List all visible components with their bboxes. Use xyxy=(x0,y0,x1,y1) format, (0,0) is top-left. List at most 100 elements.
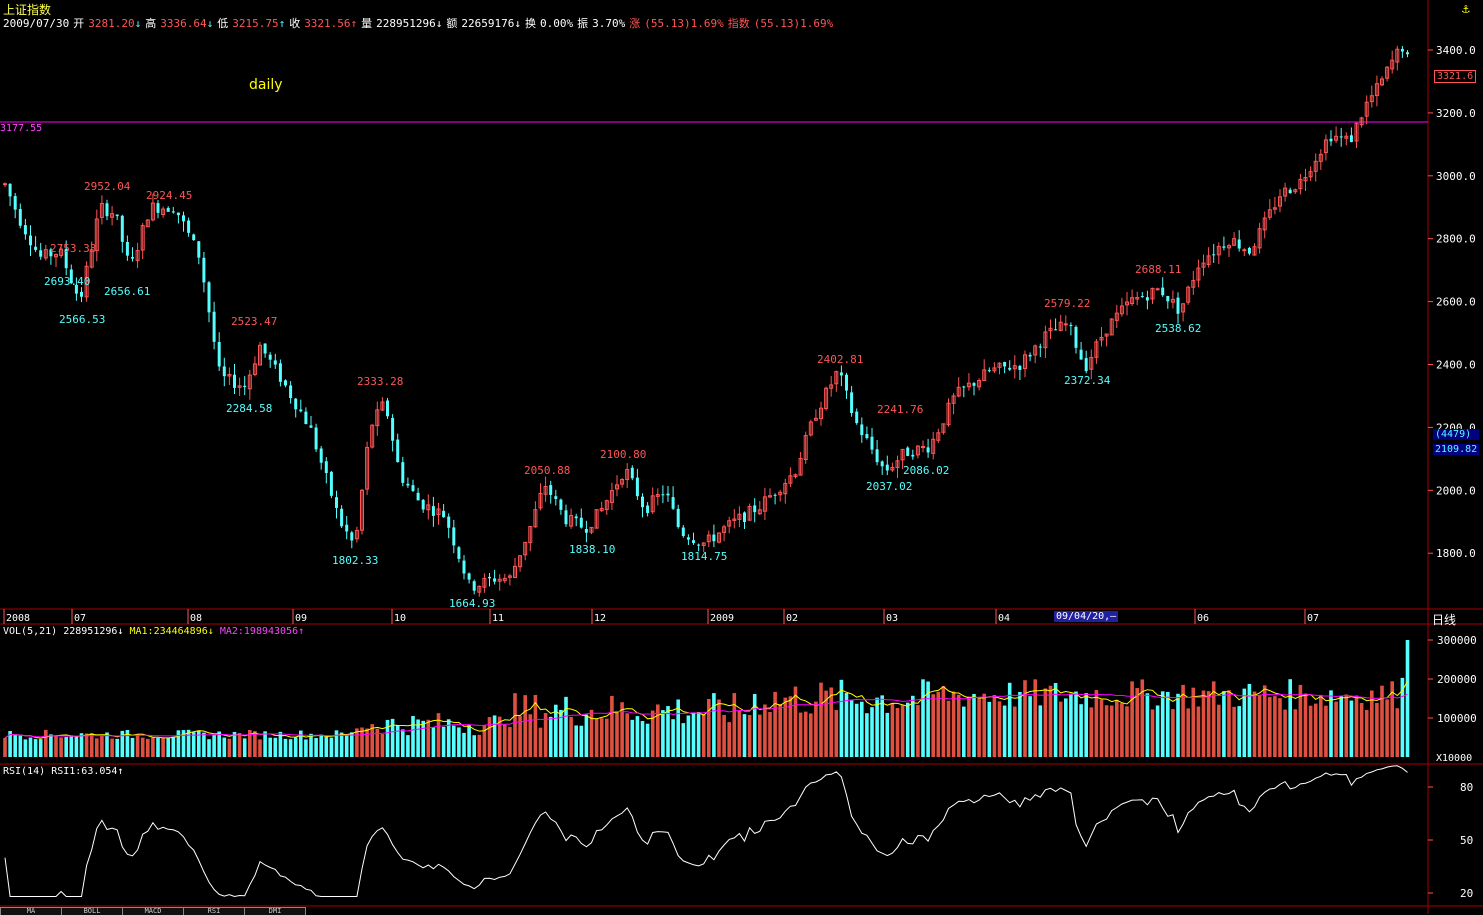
volume-bar xyxy=(1043,688,1048,757)
volume-bar xyxy=(997,701,1002,757)
volume-bar xyxy=(161,737,165,757)
volume-bar xyxy=(1130,681,1134,757)
candle-body-up xyxy=(997,362,1002,368)
candle-body-down xyxy=(630,467,634,479)
candle-body-up xyxy=(1191,280,1196,288)
candle-body-up xyxy=(497,578,502,582)
candle-body-down xyxy=(207,282,211,313)
volume-bar xyxy=(151,737,155,757)
volume-bar xyxy=(1303,693,1308,757)
candle-body-up xyxy=(258,344,262,366)
volume-bar xyxy=(742,714,747,757)
volume-bar xyxy=(508,727,512,757)
volume-bar xyxy=(299,730,303,757)
candle-body-down xyxy=(870,436,874,450)
volume-bar xyxy=(309,733,313,757)
volume-bar xyxy=(1104,705,1109,757)
volume-bar xyxy=(186,729,191,757)
volume-bar xyxy=(44,729,48,757)
high-value: 3336.64 xyxy=(160,17,207,30)
date-axis-label: 08 xyxy=(190,613,202,624)
candle-body-down xyxy=(299,409,303,412)
volume-bar xyxy=(773,691,777,757)
candle-body-up xyxy=(518,555,523,568)
volume-bar xyxy=(1186,708,1190,757)
horizontal-line-label: 3177.55 xyxy=(0,123,43,134)
candle-body-up xyxy=(829,384,834,389)
price-axis-label: 2800.0 xyxy=(1436,233,1476,246)
candle-body-up xyxy=(1390,59,1395,70)
candle-body-up xyxy=(1369,95,1374,103)
volume-bar xyxy=(110,738,114,757)
price-annotation-low: 1838.10 xyxy=(569,543,615,556)
candle-body-down xyxy=(1212,254,1216,256)
candle-body-down xyxy=(416,492,420,501)
volume-bar xyxy=(49,734,53,757)
crosshair-count-tag: (4479) xyxy=(1433,429,1479,440)
amount-field: 额 22659176↓ xyxy=(446,17,521,30)
candle-body-down xyxy=(671,497,675,509)
candle-body-up xyxy=(1186,286,1191,303)
candle-body-down xyxy=(1054,329,1058,331)
candle-body-up xyxy=(1089,356,1094,370)
volume-bar xyxy=(967,696,971,757)
ma1-label: MA1: xyxy=(129,626,154,637)
volume-bar xyxy=(497,716,502,757)
candle-body-up xyxy=(1334,135,1339,141)
tab-dmi[interactable]: DMI xyxy=(244,907,306,915)
volume-bar xyxy=(1099,699,1104,757)
candle-body-down xyxy=(39,250,43,257)
volume-bar xyxy=(283,738,288,757)
volume-bar xyxy=(584,714,589,757)
volume-indicator-value: 228951296 xyxy=(63,626,118,637)
candle-body-up xyxy=(1125,301,1129,306)
volume-bar xyxy=(605,718,609,757)
candle-body-up xyxy=(375,409,380,427)
candle-body-down xyxy=(197,241,201,258)
candle-body-down xyxy=(641,496,644,508)
period-right-label[interactable]: 日线 xyxy=(1432,613,1457,627)
candle-body-up xyxy=(931,438,936,454)
candle-body-up xyxy=(43,249,48,259)
volume-bar xyxy=(880,695,884,757)
vol-down-arrow-icon: ↓ xyxy=(117,626,124,637)
volume-bar xyxy=(701,713,706,757)
volume-bar xyxy=(528,714,533,757)
volume-bar xyxy=(232,731,237,757)
candle-body-down xyxy=(1069,325,1073,327)
volume-bar xyxy=(217,731,221,757)
volume-bar xyxy=(615,713,619,757)
turnover-field: 换 0.00% xyxy=(525,17,573,30)
candle-body-down xyxy=(697,544,701,546)
candle-body-up xyxy=(625,469,630,480)
candle-body-down xyxy=(1339,136,1343,138)
volume-bar xyxy=(1385,699,1389,757)
candle-body-down xyxy=(1084,358,1088,372)
price-annotation-high: 2952.04 xyxy=(84,180,131,193)
volume-bar xyxy=(589,709,594,757)
candle-body-up xyxy=(783,482,788,495)
date-axis-label: 2009 xyxy=(710,613,734,624)
volume-bar xyxy=(304,739,308,757)
volume-bar xyxy=(8,731,12,757)
volume-bar xyxy=(1069,693,1073,757)
candle-body-down xyxy=(309,425,313,428)
volume-bar xyxy=(3,737,7,757)
candle-body-up xyxy=(1232,238,1237,246)
volume-bar xyxy=(1380,685,1384,757)
open-value: 3281.20 xyxy=(88,17,135,30)
close-up-arrow-icon: ↑ xyxy=(350,17,358,30)
volume-bar xyxy=(645,723,650,757)
candle-body-down xyxy=(712,534,716,542)
candle-body-up xyxy=(1104,333,1109,337)
anchor-icon[interactable]: ⚓ xyxy=(1462,2,1470,17)
volume-bar xyxy=(263,731,267,757)
candle-body-up xyxy=(727,520,732,527)
candle-body-up xyxy=(701,542,706,546)
candle-body-up xyxy=(1150,287,1155,300)
volume-bar xyxy=(105,732,109,757)
candle-body-up xyxy=(594,509,599,529)
volume-bar xyxy=(1145,693,1150,757)
volume-bar xyxy=(176,730,181,757)
